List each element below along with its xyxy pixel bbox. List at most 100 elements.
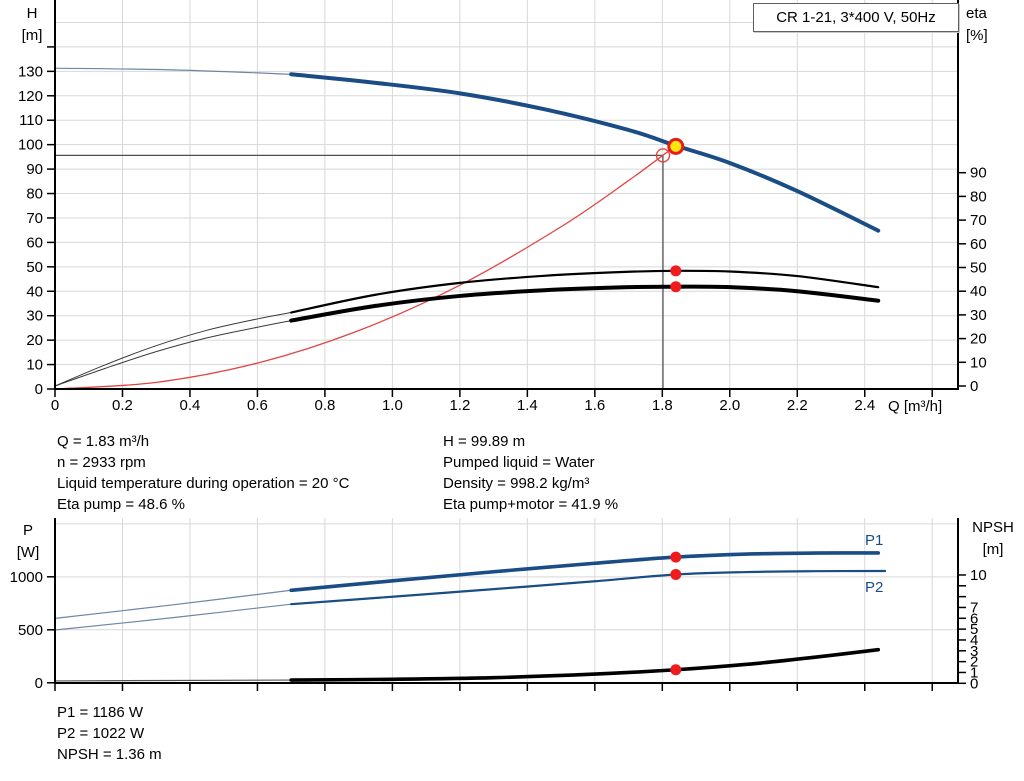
tick-label: 500 [18,622,43,639]
info-line-h: H = 99.89 m [443,433,526,450]
p1-point [670,551,682,563]
h-axis-symbol: H [26,5,38,22]
tick-label: 4 [970,632,978,649]
p-axis-title: P [W] [12,520,44,564]
eta-pump-motor-curve-thin [54,320,292,387]
tick-label: 1.6 [584,397,605,414]
eta-axis-symbol: eta [966,5,987,22]
tick-label: 20 [26,332,43,349]
eta-axis-unit: [%] [966,27,988,44]
tick-label: 0.6 [247,397,268,414]
tick-label: 50 [26,259,43,276]
tick-label: 70 [970,212,987,229]
tick-label: 2.4 [854,397,875,414]
eta-pump-point [670,265,682,277]
duty-info-right: H = 99.89 m Pumped liquid = Water Densit… [443,431,618,515]
info-line-density: Density = 998.2 kg/m³ [443,475,590,492]
info-line-npsh: NPSH = 1.36 m [57,746,162,763]
tick-label: 40 [26,283,43,300]
tick-label: 80 [26,186,43,203]
tick-label: 0.8 [314,397,335,414]
info-line-p2: P2 = 1022 W [57,725,145,742]
tick-label: 60 [970,236,987,253]
tick-label: 10 [26,357,43,374]
tick-label: 50 [970,260,987,277]
q-axis-title: Q [m³/h] [888,398,943,415]
p2-curve-thin [54,603,292,631]
tick-label: 1.4 [517,397,538,414]
tick-label: 70 [26,210,43,227]
p-axis-symbol: P [22,522,33,539]
info-line-q: Q = 1.83 m³/h [57,433,150,450]
tick-label: 1000 [10,569,43,586]
info-line-temperature: Liquid temperature during operation = 20… [57,475,350,492]
npsh-curve [289,647,881,682]
npsh-axis-title: NPSH [m] [962,517,1024,561]
npsh-point [670,664,682,676]
eta-pump-motor-curve [289,284,881,323]
tick-label: 0.4 [180,397,201,414]
tick-label: 30 [970,307,987,324]
npsh-axis-symbol: NPSH [972,519,1014,536]
tick-label: 0 [970,378,978,395]
info-line-liquid: Pumped liquid = Water [443,454,595,471]
tick-label: 7 [970,599,978,616]
pump-model-label: CR 1-21, 3*400 V, 50Hz [753,3,959,32]
tick-label: 0 [35,381,43,398]
info-line-n: n = 2933 rpm [57,454,146,471]
tick-label: 110 [19,112,43,129]
npsh-axis-unit: [m] [982,541,1004,558]
pump-curve [289,72,881,233]
tick-label: 0 [35,675,43,692]
p-axis-unit: [W] [16,544,40,561]
eta-pump-curve-thin [54,312,292,387]
h-axis-title: H [m] [18,3,46,47]
tick-label: 30 [26,308,43,325]
p1-curve [289,551,881,593]
tick-label: 90 [26,161,43,178]
tick-label: 0.2 [112,397,133,414]
tick-label: 100 [18,137,43,154]
tick-label: 130 [18,63,43,80]
duty-point-open-circle [655,148,671,163]
tick-label: 0 [970,675,978,692]
tick-label: 1.2 [449,397,470,414]
tick-label: 2.2 [787,397,808,414]
tick-label: 5 [970,621,978,638]
duty-point-crosshair [55,154,664,389]
tick-label: 60 [26,234,43,251]
p1-curve-thin [54,589,292,619]
p2-curve [290,569,887,606]
tick-label: 2.0 [719,397,740,414]
system-curve [54,144,677,390]
tick-label: 10 [970,354,987,371]
tick-label: 10 [970,567,987,584]
eta-pump-motor-point [670,281,682,293]
tick-label: 1 [970,664,978,681]
tick-label: 0 [51,397,59,414]
tick-label: 6 [970,610,978,627]
power-info: P1 = 1186 W P2 = 1022 W NPSH = 1.36 m [57,702,162,765]
tick-label: 80 [970,188,987,205]
eta-pump-curve [290,269,880,314]
p1-series-label: P1 [865,532,884,549]
tick-label: 20 [970,331,987,348]
tick-label: 1.0 [382,397,403,414]
h-axis-unit: [m] [21,27,43,44]
tick-label: 40 [970,283,987,300]
npsh-curve-thin [54,679,292,682]
tick-label: 2 [970,654,978,671]
tick-label: 120 [18,88,43,105]
p2-point [670,568,682,580]
info-line-eta-pump: Eta pump = 48.6 % [57,496,185,513]
tick-label: 1.8 [652,397,673,414]
pump-curve-thin [54,67,292,75]
info-line-eta-pump-motor: Eta pump+motor = 41.9 % [443,496,619,513]
tick-label: 3 [970,643,978,660]
tick-label: 90 [970,165,987,182]
eta-axis-title: eta [%] [966,3,988,47]
duty-info-left: Q = 1.83 m³/h n = 2933 rpm Liquid temper… [57,431,349,515]
p2-series-label: P2 [865,579,884,596]
